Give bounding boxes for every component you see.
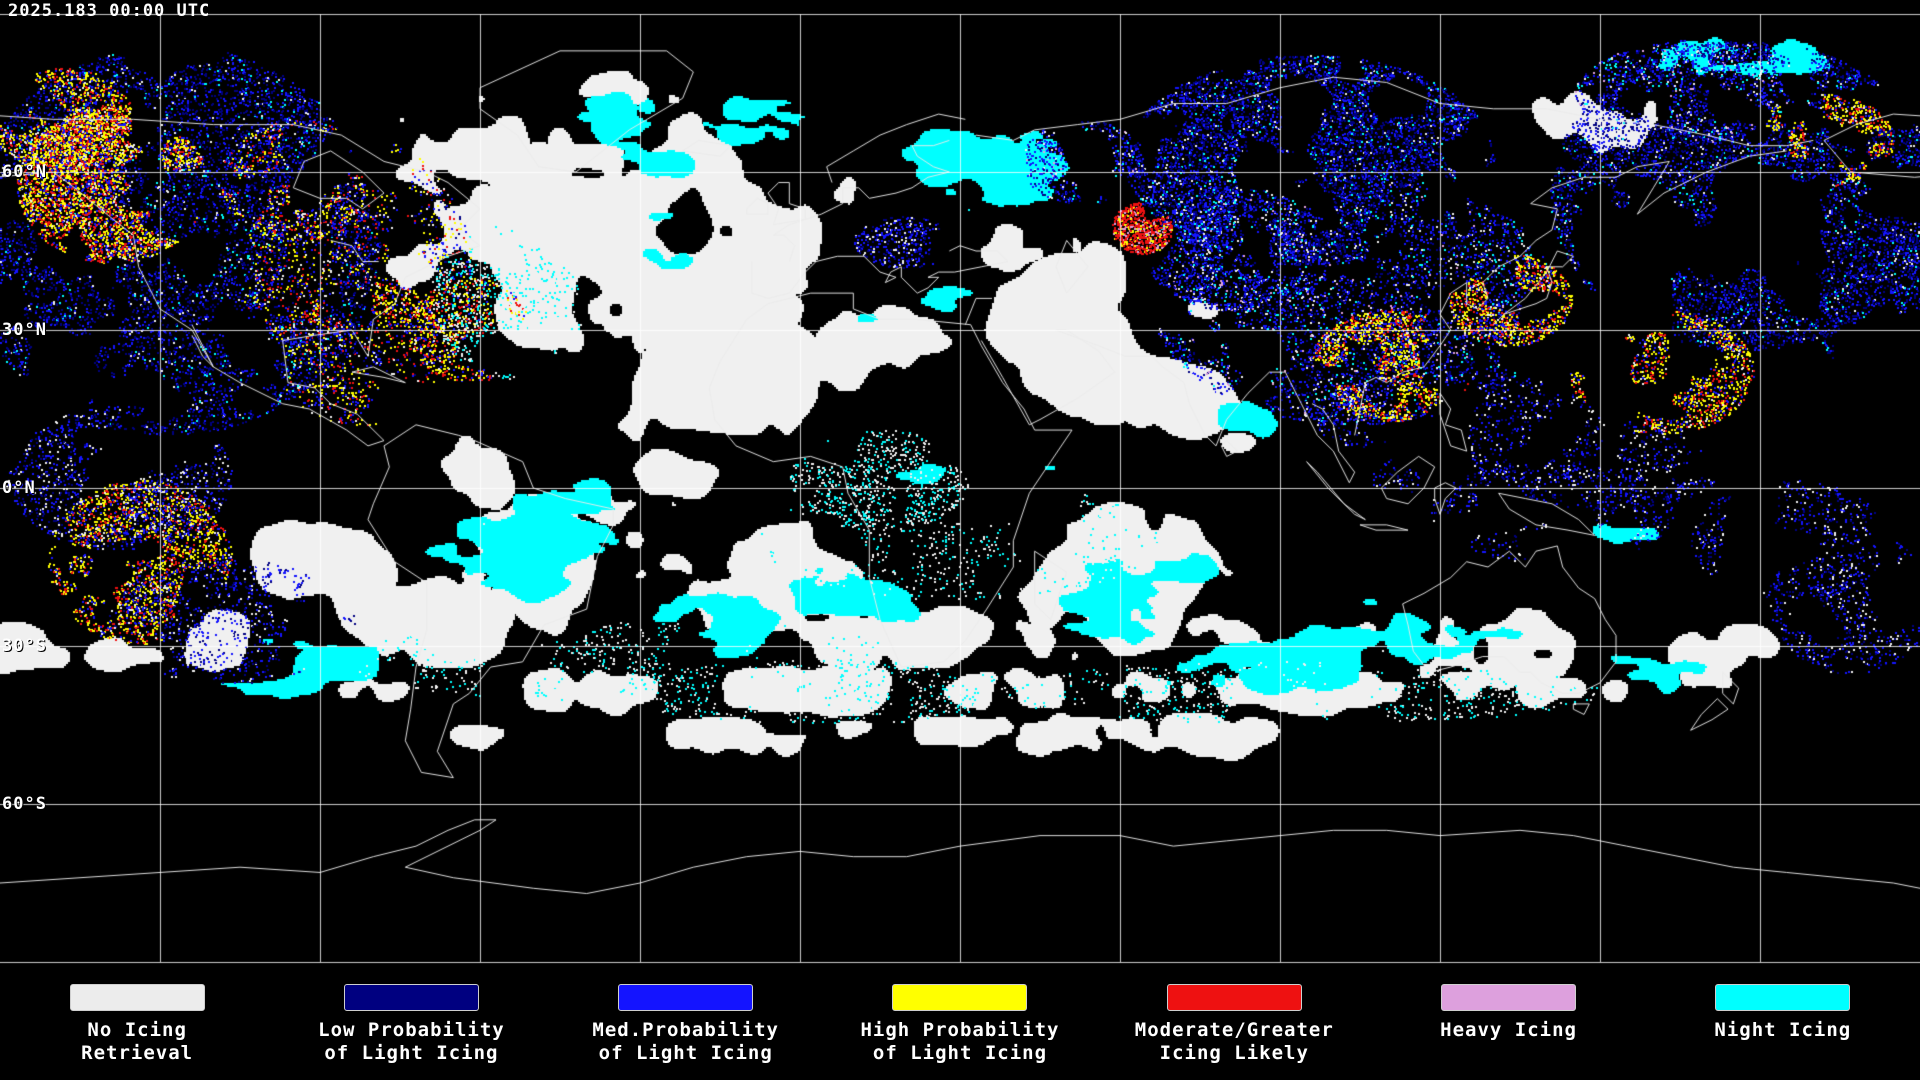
legend-label-night-icing: Night Icing: [1714, 1019, 1851, 1042]
legend-label-med-probability: Med.Probability of Light Icing: [592, 1019, 779, 1065]
latitude-label-30n: 30°N: [2, 320, 47, 340]
legend-item-heavy-icing: Heavy Icing: [1371, 972, 1645, 1080]
legend-item-night-icing: Night Icing: [1646, 972, 1920, 1080]
legend-swatch-moderate-greater: [1166, 984, 1302, 1011]
legend-label-line2: Retrieval: [81, 1042, 194, 1064]
legend-label-moderate-greater: Moderate/Greater Icing Likely: [1135, 1019, 1334, 1065]
world-icing-map: [0, 0, 1920, 975]
latitude-label-60s: 60°S: [2, 794, 47, 814]
legend-item-med-probability: Med.Probability of Light Icing: [549, 972, 823, 1080]
legend-label-line1: High Probability: [860, 1019, 1060, 1041]
latitude-label-60n: 60°N: [2, 162, 47, 182]
legend-label-line2: of Light Icing: [598, 1042, 773, 1064]
legend-item-no-icing: No Icing Retrieval: [0, 972, 274, 1080]
legend-swatch-no-icing: [69, 984, 205, 1011]
legend-swatch-high-probability: [892, 984, 1028, 1011]
latitude-label-0n: 0°N: [2, 478, 36, 498]
legend-item-moderate-greater: Moderate/Greater Icing Likely: [1097, 972, 1371, 1080]
legend-label-line2: of Light Icing: [324, 1042, 499, 1064]
legend-swatch-heavy-icing: [1441, 984, 1577, 1011]
legend-label-line1: No Icing: [87, 1019, 187, 1041]
legend-label-no-icing: No Icing Retrieval: [81, 1019, 193, 1065]
latitude-label-30s: 30°S: [2, 636, 47, 656]
legend-label-line1: Med.Probability: [592, 1019, 779, 1041]
legend-label-line1: Low Probability: [318, 1019, 505, 1041]
legend-label-low-probability: Low Probability of Light Icing: [318, 1019, 505, 1065]
legend: No Icing Retrieval Low Probability of Li…: [0, 972, 1920, 1080]
legend-swatch-low-probability: [343, 984, 479, 1011]
legend-swatch-med-probability: [618, 984, 754, 1011]
legend-swatch-night-icing: [1715, 984, 1851, 1011]
legend-label-line2: of Light Icing: [872, 1042, 1048, 1064]
legend-item-low-probability: Low Probability of Light Icing: [274, 972, 548, 1080]
legend-label-line1: Moderate/Greater: [1134, 1019, 1334, 1041]
legend-label-heavy-icing: Heavy Icing: [1440, 1019, 1577, 1042]
timestamp: 2025.183 00:00 UTC: [8, 1, 211, 21]
legend-label-line1: Heavy Icing: [1440, 1019, 1577, 1041]
legend-label-high-probability: High Probability of Light Icing: [860, 1019, 1059, 1065]
legend-label-line1: Night Icing: [1714, 1019, 1852, 1041]
legend-item-high-probability: High Probability of Light Icing: [823, 972, 1097, 1080]
legend-label-line2: Icing Likely: [1159, 1042, 1309, 1064]
